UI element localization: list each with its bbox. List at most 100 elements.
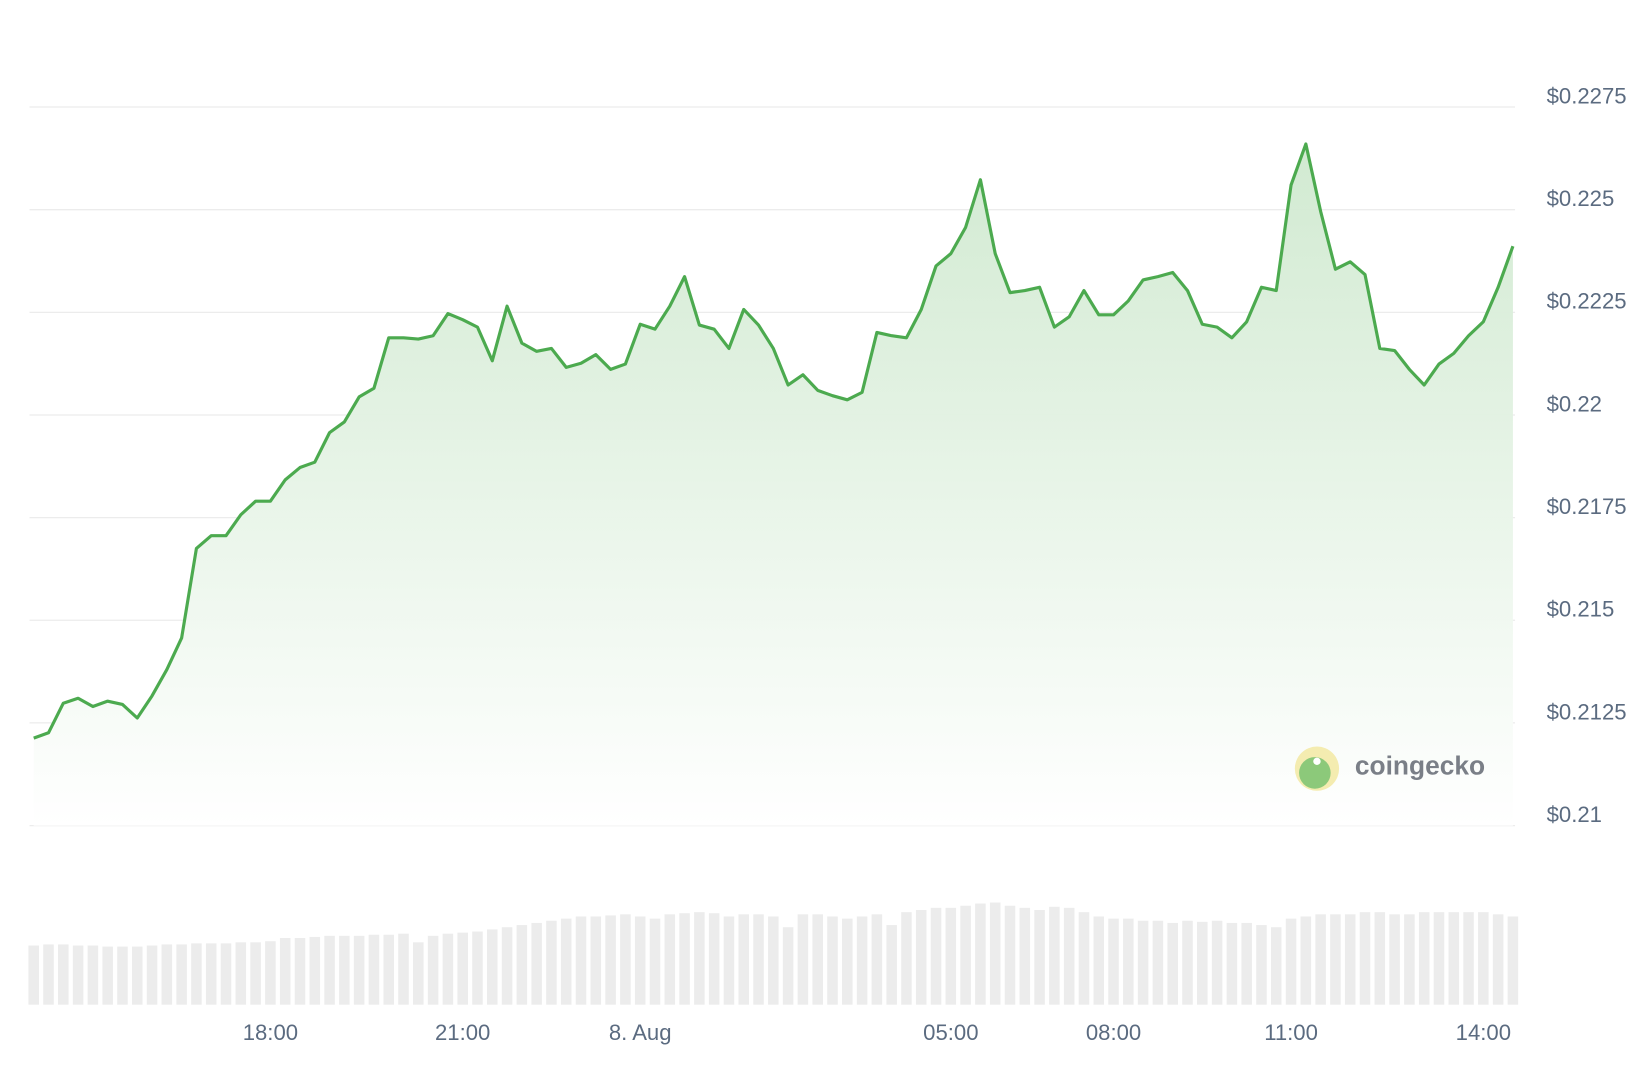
- y-tick-label: $0.2175: [1547, 494, 1627, 519]
- volume-bar: [72, 945, 84, 1005]
- volume-bar: [501, 927, 513, 1005]
- volume-bar: [634, 916, 646, 1005]
- volume-bar: [1211, 920, 1223, 1005]
- volume-bar: [176, 944, 187, 1005]
- logo-body: [1299, 757, 1331, 789]
- volume-bars: [28, 902, 1519, 1005]
- x-tick-label: 11:00: [1264, 1020, 1318, 1045]
- volume-bar: [901, 912, 912, 1005]
- volume-bar: [28, 945, 39, 1005]
- volume-bar: [146, 945, 158, 1005]
- volume-bar: [975, 903, 986, 1005]
- volume-bar: [250, 942, 261, 1005]
- volume-bar: [1137, 920, 1149, 1005]
- volume-bar: [1197, 921, 1208, 1005]
- volume-bar: [1256, 925, 1267, 1005]
- y-tick-label: $0.2275: [1547, 83, 1627, 108]
- volume-bar: [235, 942, 247, 1005]
- volume-bar: [531, 922, 542, 1005]
- logo-eye: [1313, 757, 1321, 765]
- volume-bar: [1063, 907, 1075, 1005]
- volume-bar: [1433, 912, 1445, 1005]
- volume-bar: [324, 935, 335, 1005]
- volume-bar: [930, 907, 942, 1005]
- volume-bar: [191, 943, 202, 1005]
- x-tick-label: 18:00: [243, 1020, 298, 1045]
- price-line: [33, 142, 1515, 740]
- volume-bar: [546, 920, 557, 1005]
- volume-bar: [1448, 912, 1460, 1005]
- volume-bar: [457, 932, 468, 1005]
- volume-bar: [1300, 916, 1312, 1005]
- volume-bar: [353, 935, 365, 1005]
- volume-bar: [1285, 918, 1297, 1005]
- volume-bar: [205, 943, 217, 1005]
- volume-bar: [1152, 920, 1164, 1005]
- volume-bar: [339, 935, 350, 1005]
- volume-bar: [989, 902, 1001, 1005]
- volume-bar: [915, 910, 927, 1005]
- volume-bar: [1344, 914, 1356, 1005]
- volume-bar: [1478, 912, 1489, 1005]
- volume-bar: [590, 916, 602, 1005]
- volume-bar: [1389, 914, 1400, 1005]
- y-tick-label: $0.215: [1547, 597, 1615, 622]
- volume-bar: [117, 946, 128, 1005]
- volume-bar: [1004, 905, 1016, 1005]
- volume-bar: [1404, 914, 1415, 1005]
- x-tick-label: 05:00: [923, 1020, 978, 1045]
- y-tick-label: $0.21: [1547, 802, 1602, 827]
- volume-bar: [723, 916, 735, 1005]
- volume-bar: [516, 925, 528, 1005]
- y-tick-label: $0.225: [1547, 186, 1615, 211]
- volume-bar: [1330, 914, 1341, 1005]
- x-tick-label: 08:00: [1086, 1020, 1141, 1045]
- volume-bar: [427, 935, 439, 1005]
- volume-bar: [575, 916, 587, 1005]
- volume-bar: [1241, 922, 1252, 1005]
- volume-bar: [679, 913, 690, 1005]
- volume-bar: [220, 943, 232, 1005]
- volume-bar: [1167, 922, 1178, 1005]
- x-tick-label: 8. Aug: [609, 1020, 672, 1045]
- volume-bar: [442, 933, 454, 1005]
- volume-bar: [398, 933, 409, 1005]
- area: [33, 143, 1513, 826]
- volume-bar: [1034, 910, 1045, 1005]
- volume-bar: [1108, 918, 1119, 1005]
- volume-bar: [472, 931, 483, 1005]
- volume-bar: [1492, 914, 1504, 1005]
- volume-bar: [487, 929, 498, 1005]
- volume-bar: [960, 905, 971, 1005]
- volume-bar: [768, 916, 779, 1005]
- volume-bar: [782, 927, 794, 1005]
- volume-bar: [856, 916, 868, 1005]
- volume-bar: [1374, 912, 1386, 1005]
- volume-bar: [161, 944, 173, 1005]
- volume-bar: [1123, 918, 1134, 1005]
- volume-bar: [812, 914, 823, 1005]
- volume-bar: [1093, 916, 1105, 1005]
- volume-bar: [1507, 916, 1519, 1005]
- y-tick-label: $0.2125: [1547, 699, 1627, 724]
- volume-bar: [945, 907, 957, 1005]
- volume-bar: [871, 914, 883, 1005]
- volume-bar: [1226, 922, 1238, 1005]
- volume-bar: [886, 925, 897, 1005]
- volume-bar: [605, 915, 616, 1005]
- plot: 18:00 21:00 8. Aug 05:00 08:00 11:00 14:00: [33, 142, 1515, 1045]
- volume-bar: [738, 914, 750, 1005]
- volume-bar: [708, 913, 720, 1005]
- volume-bar: [694, 912, 705, 1005]
- volume-bar: [1315, 914, 1326, 1005]
- volume-bar: [413, 942, 424, 1005]
- volume-bar: [827, 916, 838, 1005]
- y-tick-label: $0.2225: [1547, 289, 1627, 314]
- volume-bar: [649, 918, 661, 1005]
- volume-bar: [58, 944, 69, 1005]
- y-tick-label: $0.22: [1547, 391, 1602, 416]
- volume-bar: [383, 934, 394, 1005]
- volume-bar: [131, 946, 143, 1005]
- volume-bar: [1182, 920, 1193, 1005]
